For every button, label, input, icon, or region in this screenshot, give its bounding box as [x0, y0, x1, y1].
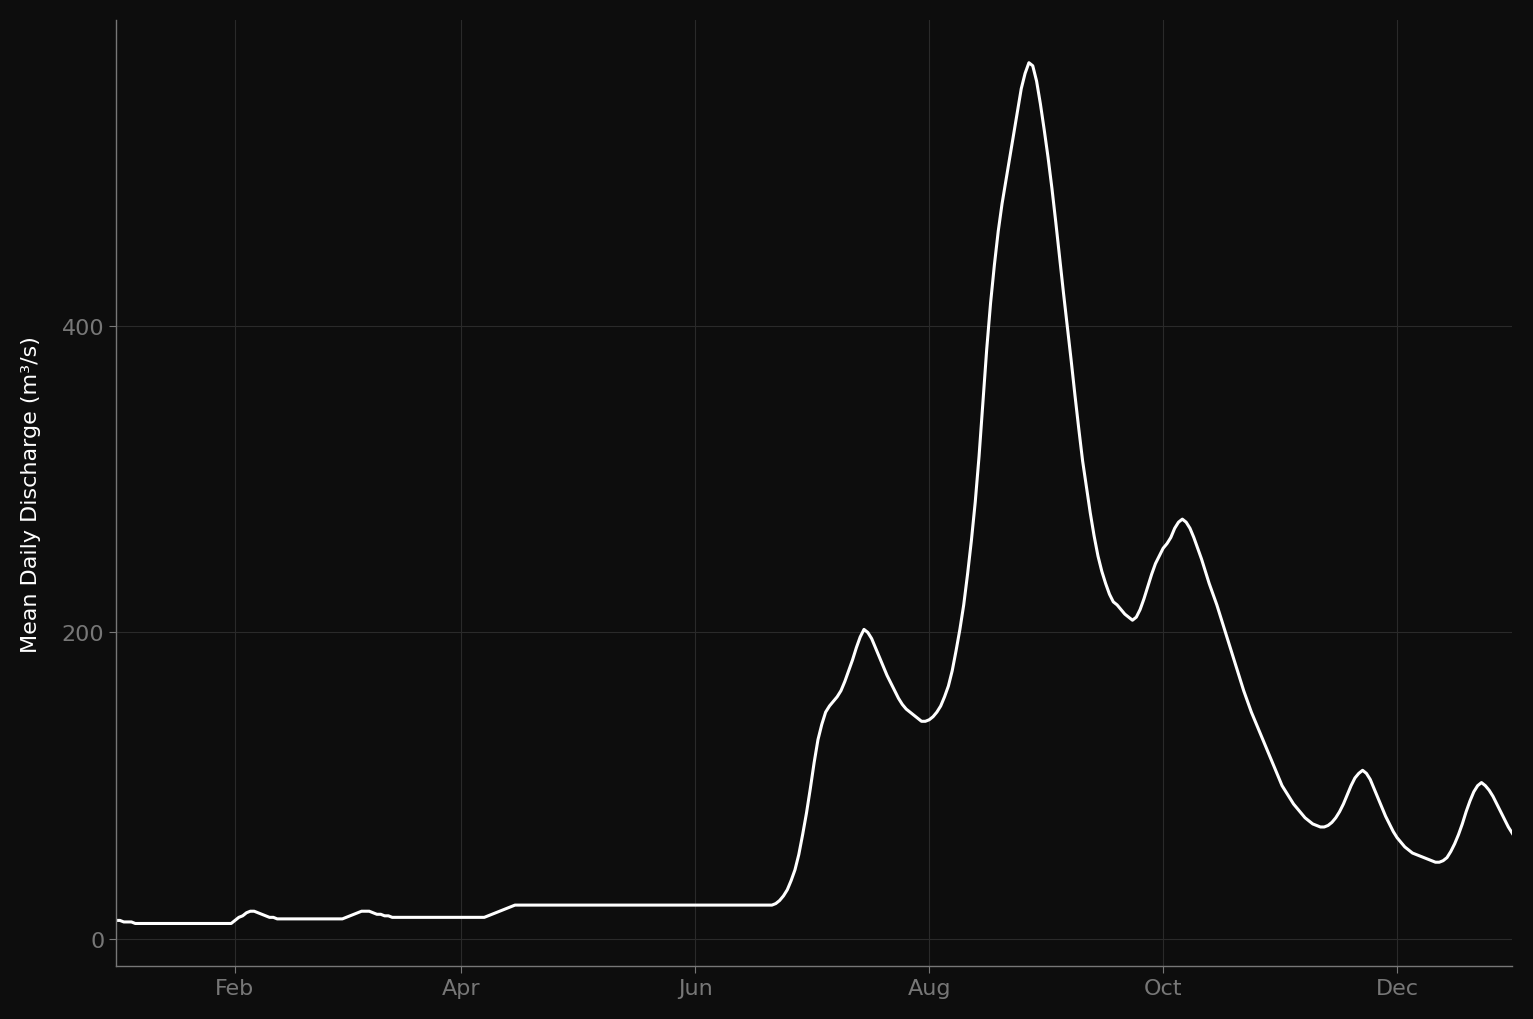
Y-axis label: Mean Daily Discharge (m³/s): Mean Daily Discharge (m³/s): [21, 335, 41, 652]
